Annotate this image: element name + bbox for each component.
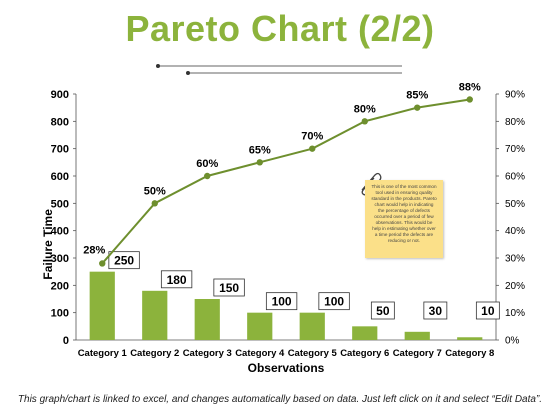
y2-tick-label: 80% [505,117,525,128]
bar-value-box [318,292,350,311]
y-tick-label: 500 [51,198,69,210]
x-tick-label: Category 1 [78,348,128,359]
bar-value-label: 250 [114,254,134,268]
y2-tick-label: 40% [505,226,525,237]
bar [457,337,483,340]
line-value-label: 65% [249,144,271,156]
y-tick-label: 900 [51,89,69,101]
line-value-label: 70% [301,131,323,143]
bar-value-label: 100 [272,295,292,309]
x-tick-label: Category 7 [393,348,442,359]
bar-value-box [160,270,193,289]
bar [142,290,168,340]
y2-tick-label: 50% [505,199,525,210]
line-point [309,145,316,152]
y-tick-label: 800 [51,116,69,128]
bar-value-label: 180 [167,273,187,287]
y-tick-label: 100 [51,308,69,320]
bar [247,312,273,340]
y2-tick-label: 30% [505,254,525,265]
line-point [466,96,473,103]
bar [299,312,325,340]
bar-value-label: 150 [219,281,239,295]
x-tick-label: Category 3 [183,348,232,359]
y-tick-label: 700 [51,144,69,156]
title-underline-decoration [156,64,402,75]
bar [89,271,115,340]
bar-value-box [213,278,245,297]
x-tick-label: Category 6 [340,348,389,359]
y-tick-label: 200 [51,280,69,292]
bar-value-box [108,251,140,270]
bar-value-label: 10 [481,304,495,318]
page-title: Pareto Chart (2/2) [125,8,435,49]
line-point [414,104,421,111]
line-value-label: 50% [144,185,166,197]
bar-value-box [475,301,500,320]
line-value-label: 80% [354,103,376,115]
line-point [256,159,263,166]
y2-tick-label: 70% [505,144,525,155]
line-point [204,172,211,180]
bar [404,331,430,340]
y2-tick-label: 10% [505,308,525,319]
pareto-chart: 0 100 200 300 400 500 600 700 800 900 0% 10% 20% 30% 4… [41,81,525,375]
y2-tick-label: 20% [505,281,525,292]
cumulative-line [101,98,470,265]
y-tick-label: 400 [51,226,69,238]
line-value-label: 28% [83,244,105,256]
line-point [99,260,106,267]
y-tick-label: 0 [63,335,69,347]
line-value-label: 85% [406,90,428,102]
y-tick-label: 300 [51,253,69,265]
x-tick-label: Category 2 [130,348,179,359]
y2-tick-label: 0% [505,336,520,347]
bar-value-box [370,301,395,320]
y-tick-label: 600 [51,171,69,183]
bar-value-box [423,301,448,320]
y2-tick-label: 60% [505,172,525,183]
line-point [361,118,368,125]
bar-value-box [265,292,298,311]
x-axis-title: Observations [248,361,325,375]
y-axis-title: Failure Time [41,209,55,280]
line-value-label: 60% [196,158,218,170]
footer-note: This graph/chart is linked to excel, and… [17,394,543,405]
sticky-note: This is one of the most common tool used… [365,180,443,258]
bar-value-label: 50 [376,304,390,318]
bar-value-label: 100 [324,295,344,309]
bar [194,299,220,340]
x-tick-label: Category 5 [288,348,338,359]
line-value-label: 88% [459,81,481,93]
x-tick-label: Category 4 [235,348,285,359]
line-point [151,200,158,207]
y2-tick-label: 90% [505,90,525,101]
bar [352,326,378,340]
x-tick-label: Category 8 [445,348,494,359]
bar-value-label: 30 [429,304,443,318]
